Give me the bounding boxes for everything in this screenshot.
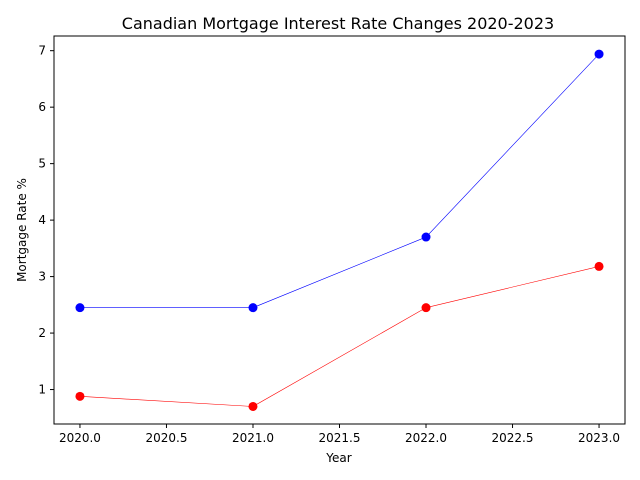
y-tick-label: 1 xyxy=(38,383,46,397)
plot-frame xyxy=(53,35,626,425)
series-1-point xyxy=(248,303,258,313)
x-tick-label: 2021.0 xyxy=(232,431,274,445)
series-2-point xyxy=(248,401,258,411)
plot-area xyxy=(75,49,604,411)
series-2-point xyxy=(421,303,431,313)
series-2-point xyxy=(75,391,85,401)
x-tick-label: 2021.5 xyxy=(319,431,361,445)
chart-title: Canadian Mortgage Interest Rate Changes … xyxy=(122,14,554,33)
series-1-line xyxy=(79,53,600,308)
x-tick-label: 2020.0 xyxy=(59,431,101,445)
series-1-point xyxy=(421,232,431,242)
y-tick-label: 2 xyxy=(38,326,46,340)
y-axis-label: Mortgage Rate % xyxy=(15,178,29,282)
series-1-point xyxy=(75,303,85,313)
y-tick-label: 5 xyxy=(38,157,46,171)
x-tick-label: 2022.0 xyxy=(405,431,447,445)
x-tick-label: 2020.5 xyxy=(145,431,187,445)
x-tick-label: 2023.0 xyxy=(578,431,620,445)
y-tick-label: 6 xyxy=(38,100,46,114)
y-tick-label: 4 xyxy=(38,213,46,227)
series-2-line xyxy=(79,266,600,407)
y-axis: 1 2 3 4 5 6 7 xyxy=(38,44,54,397)
y-tick-label: 7 xyxy=(38,44,46,58)
x-axis: 2020.0 2020.5 2021.0 2021.5 2022.0 2022.5 2023… xyxy=(59,424,620,445)
series-2-point xyxy=(594,261,604,271)
series-1-point xyxy=(594,49,604,59)
x-tick-label: 2022.5 xyxy=(492,431,534,445)
x-axis-label: Year xyxy=(325,451,351,465)
y-tick-label: 3 xyxy=(38,270,46,284)
